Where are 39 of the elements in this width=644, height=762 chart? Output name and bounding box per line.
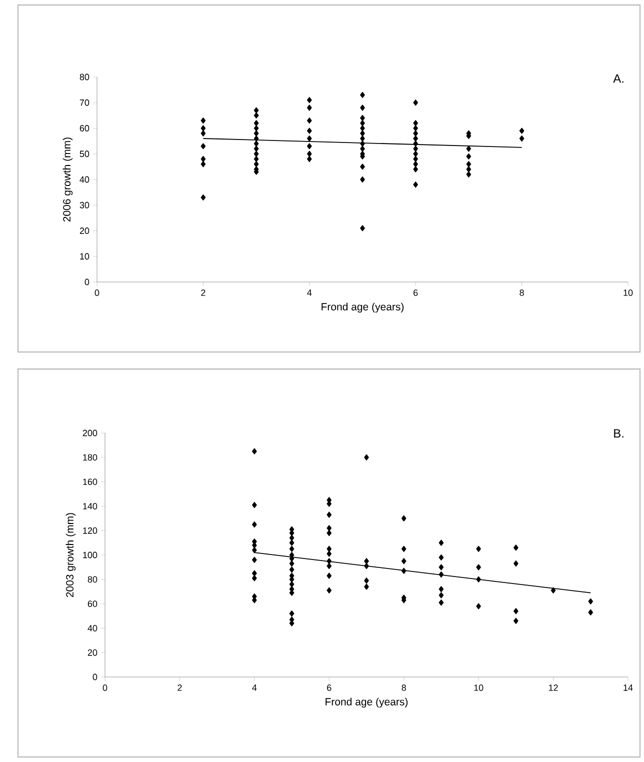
annotation: A. xyxy=(613,74,624,83)
y-tick-label: 10 xyxy=(80,253,90,260)
y-tick-label: 200 xyxy=(82,430,98,436)
y-axis-title: 2003 growth (mm) xyxy=(66,513,76,598)
x-tick-label: 6 xyxy=(327,684,332,691)
y-tick-label: 70 xyxy=(80,99,90,106)
x-tick-label: 2 xyxy=(178,684,182,691)
x-tick-label: 10 xyxy=(624,290,633,296)
y-tick-label: 80 xyxy=(80,74,90,80)
y-tick-label: 160 xyxy=(83,478,98,485)
x-axis-title: Frond age (years) xyxy=(326,698,408,708)
x-tick-label: 0 xyxy=(102,684,108,691)
y-axis-title: 2006 growth (mm) xyxy=(62,138,73,222)
x-tick-label: 8 xyxy=(520,290,524,296)
y-tick-label: 140 xyxy=(83,503,98,510)
y-tick-label: 30 xyxy=(80,202,90,208)
y-tick-label: 0 xyxy=(84,278,90,286)
y-tick-label: 60 xyxy=(88,600,98,607)
x-tick-label: 8 xyxy=(402,684,406,691)
y-tick-label: 80 xyxy=(88,576,98,583)
y-tick-label: 100 xyxy=(83,552,98,558)
y-tick-label: 20 xyxy=(88,649,98,656)
y-tick-label: 180 xyxy=(83,454,98,461)
y-tick-label: 20 xyxy=(80,228,90,234)
x-axis-title: Frond age (years) xyxy=(322,302,404,313)
x-tick-label: 14 xyxy=(624,684,633,691)
x-tick-label: 4 xyxy=(307,290,312,296)
annotation: B. xyxy=(614,429,624,438)
y-tick-label: 40 xyxy=(88,625,98,632)
y-tick-label: 120 xyxy=(83,527,98,534)
y-tick-label: 60 xyxy=(80,125,90,132)
x-tick-label: 4 xyxy=(252,684,257,691)
x-tick-label: 12 xyxy=(548,684,558,691)
y-tick-label: 50 xyxy=(80,150,90,158)
y-tick-label: 40 xyxy=(80,176,90,183)
y-tick-label: 0 xyxy=(92,674,98,680)
x-tick-label: 2 xyxy=(201,290,206,296)
x-tick-label: 6 xyxy=(414,290,418,296)
x-tick-label: 10 xyxy=(474,684,484,691)
